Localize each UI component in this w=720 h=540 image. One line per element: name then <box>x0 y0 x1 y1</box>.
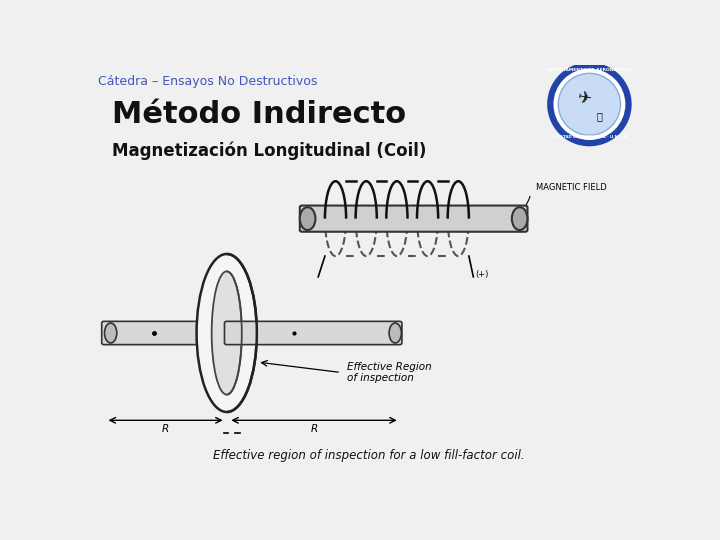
Text: FACULTAD DE INGENIERÍA · U.N.L.M.: FACULTAD DE INGENIERÍA · U.N.L.M. <box>550 135 629 139</box>
Text: MAGNETIC FIELD: MAGNETIC FIELD <box>536 183 607 192</box>
Ellipse shape <box>197 254 257 412</box>
Text: 🌿: 🌿 <box>596 111 603 122</box>
Text: DEPARTAMENTO DE AERONÁUTICA: DEPARTAMENTO DE AERONÁUTICA <box>547 69 631 72</box>
Text: Método Indirecto: Método Indirecto <box>112 100 407 129</box>
Ellipse shape <box>549 64 629 144</box>
Text: H: H <box>305 212 313 221</box>
Text: R: R <box>227 305 233 315</box>
FancyBboxPatch shape <box>225 321 402 345</box>
Text: R: R <box>310 424 318 434</box>
Ellipse shape <box>555 70 624 139</box>
Ellipse shape <box>300 207 315 230</box>
Text: R: R <box>162 424 169 434</box>
FancyBboxPatch shape <box>300 206 528 232</box>
Ellipse shape <box>389 323 401 343</box>
Text: Cátedra – Ensayos No Destructivos: Cátedra – Ensayos No Destructivos <box>99 75 318 88</box>
Text: Effective region of inspection for a low fill-factor coil.: Effective region of inspection for a low… <box>213 449 525 462</box>
Text: Magnetización Longitudinal (Coil): Magnetización Longitudinal (Coil) <box>112 141 427 160</box>
Text: ✈: ✈ <box>575 89 593 109</box>
Ellipse shape <box>512 207 528 230</box>
Ellipse shape <box>558 73 621 135</box>
Text: Effective Region
of inspection: Effective Region of inspection <box>347 362 431 383</box>
FancyBboxPatch shape <box>102 321 229 345</box>
Ellipse shape <box>104 323 117 343</box>
Text: (+): (+) <box>476 271 489 279</box>
Ellipse shape <box>212 272 242 395</box>
